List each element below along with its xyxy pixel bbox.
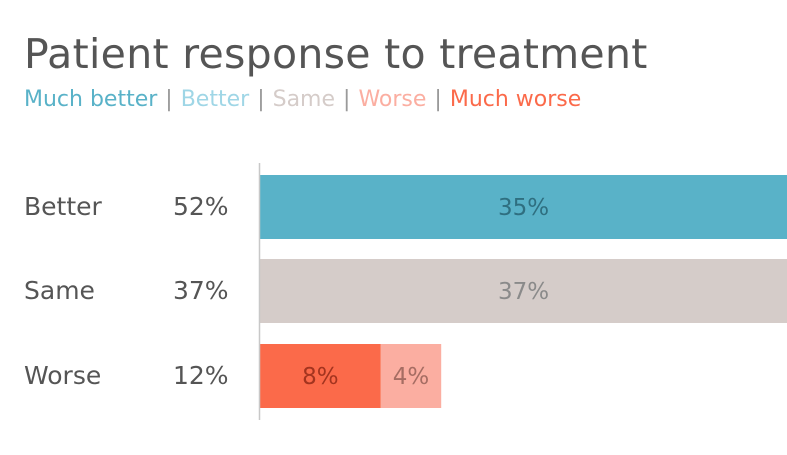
data-label: 35% (498, 195, 549, 221)
data-label: 8% (302, 364, 339, 390)
legend-item-much-better: Much better (24, 87, 158, 112)
legend-separator: | (165, 87, 173, 112)
legend-separator: | (257, 87, 265, 112)
bar-segment (380, 344, 442, 408)
chart-title: Patient response to treatment (24, 30, 648, 78)
legend: Much better | Better | Same | Worse | Much worse (24, 89, 581, 111)
category-label: Worse (24, 361, 101, 390)
bar-segment (260, 175, 787, 239)
category-total-label: 52% (173, 192, 229, 221)
legend-item-worse: Worse (358, 87, 427, 112)
category-label: Same (24, 276, 95, 305)
category-label: Better (24, 192, 103, 221)
legend-item-same: Same (272, 87, 336, 112)
category-total-label: 37% (173, 276, 229, 305)
data-label: 37% (498, 279, 549, 305)
data-label: 4% (393, 364, 430, 390)
category-total-label: 12% (173, 361, 229, 390)
bar-segment (260, 344, 381, 408)
legend-separator: | (434, 87, 442, 112)
bar-segment (260, 259, 787, 323)
legend-item-better: Better (180, 87, 250, 112)
legend-separator: | (343, 87, 351, 112)
legend-item-much-worse: Much worse (449, 87, 582, 112)
